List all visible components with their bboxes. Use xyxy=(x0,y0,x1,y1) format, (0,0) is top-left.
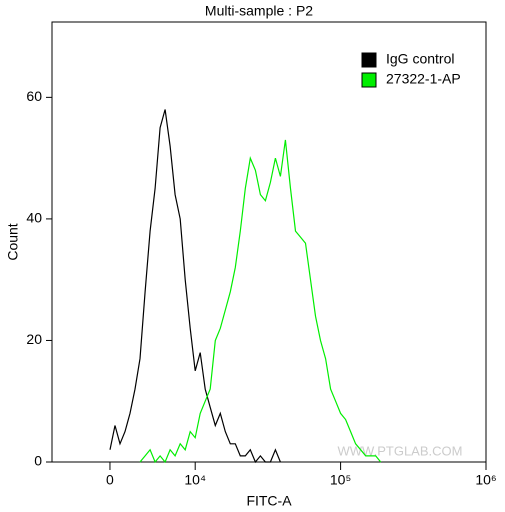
y-tick-label: 40 xyxy=(26,210,42,226)
y-tick-label: 60 xyxy=(26,88,42,104)
legend-swatch xyxy=(361,52,377,68)
chart-title: Multi-sample : P2 xyxy=(205,3,313,19)
legend-swatch xyxy=(361,72,377,88)
legend-label: 27322-1-AP xyxy=(386,71,461,87)
x-tick-label: 10⁵ xyxy=(330,472,351,488)
y-axis-label: Count xyxy=(5,223,21,260)
x-tick-label: 10⁴ xyxy=(184,472,206,488)
x-tick-label: 10⁶ xyxy=(475,472,496,488)
legend-label: IgG control xyxy=(386,51,454,67)
plot-frame xyxy=(51,21,487,463)
x-tick-label: 0 xyxy=(106,472,114,488)
y-tick-label: 0 xyxy=(34,453,42,469)
x-axis-label: FITC-A xyxy=(246,493,292,509)
histogram-line xyxy=(109,109,281,464)
y-tick-label: 20 xyxy=(26,331,42,347)
watermark: WWW.PTGLAB.COM xyxy=(338,443,463,458)
histogram-line xyxy=(139,139,382,464)
